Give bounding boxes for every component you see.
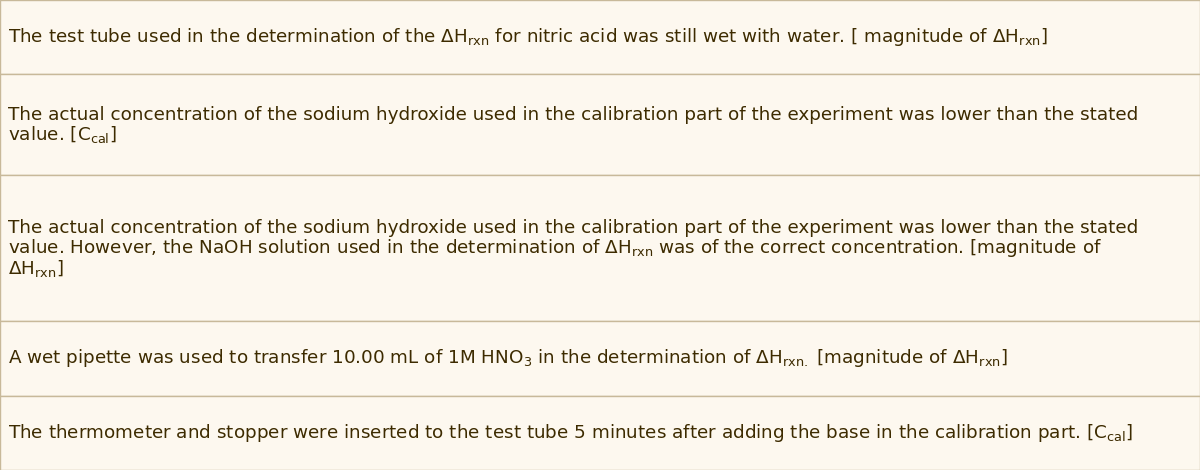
Bar [0, 74, 1200, 175]
Text: The test tube used in the determination of the $\mathdefault{\Delta H_{rxn}}$ fo: The test tube used in the determination … [8, 26, 1048, 48]
Text: value. However, the NaOH solution used in the determination of $\mathdefault{\De: value. However, the NaOH solution used i… [8, 237, 1102, 259]
Text: The thermometer and stopper were inserted to the test tube 5 minutes after addin: The thermometer and stopper were inserte… [8, 422, 1133, 444]
Text: $\mathdefault{\Delta H_{rxn}}$]: $\mathdefault{\Delta H_{rxn}}$] [8, 258, 64, 279]
Text: The actual concentration of the sodium hydroxide used in the calibration part of: The actual concentration of the sodium h… [8, 219, 1139, 237]
Text: The actual concentration of the sodium hydroxide used in the calibration part of: The actual concentration of the sodium h… [8, 106, 1139, 124]
Bar [0, 0, 1200, 74]
Bar [0, 175, 1200, 321]
Bar [0, 321, 1200, 396]
Text: A wet pipette was used to transfer 10.00 mL of 1M HNO$_3$ in the determination o: A wet pipette was used to transfer 10.00… [8, 347, 1008, 369]
Bar [0, 396, 1200, 470]
Text: value. [$\mathdefault{C_{cal}}$]: value. [$\mathdefault{C_{cal}}$] [8, 124, 116, 145]
